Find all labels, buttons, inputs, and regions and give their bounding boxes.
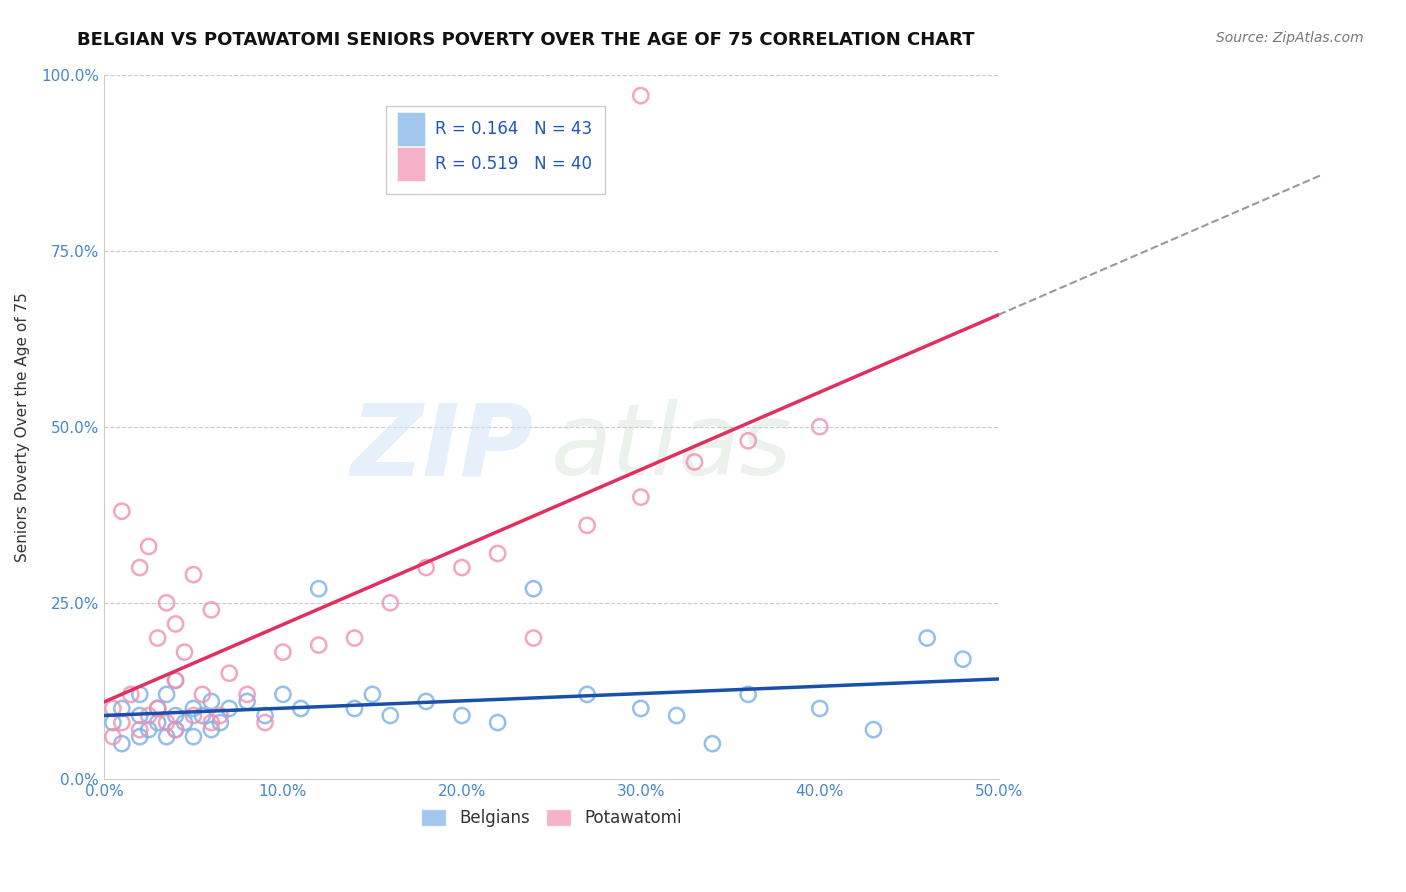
- Point: [271, 687, 294, 701]
- Point: [128, 708, 150, 723]
- Point: [808, 701, 831, 715]
- Text: R = 0.164   N = 43: R = 0.164 N = 43: [434, 120, 592, 137]
- Point: [271, 645, 294, 659]
- Point: [101, 730, 124, 744]
- Point: [155, 596, 177, 610]
- Point: [101, 701, 124, 715]
- Point: [191, 687, 214, 701]
- Point: [862, 723, 884, 737]
- Point: [165, 616, 187, 631]
- Bar: [396, 147, 425, 181]
- Point: [451, 708, 474, 723]
- Point: [236, 687, 259, 701]
- Point: [702, 737, 724, 751]
- Point: [380, 708, 402, 723]
- Point: [683, 455, 706, 469]
- Point: [576, 687, 599, 701]
- Point: [952, 652, 974, 666]
- Point: [236, 694, 259, 708]
- Point: [380, 596, 402, 610]
- Point: [630, 490, 652, 504]
- Point: [173, 715, 195, 730]
- Point: [665, 708, 688, 723]
- Point: [165, 708, 187, 723]
- Point: [808, 419, 831, 434]
- Point: [128, 687, 150, 701]
- Point: [415, 694, 437, 708]
- Text: atlas: atlas: [551, 400, 793, 496]
- Point: [111, 504, 134, 518]
- Point: [200, 715, 222, 730]
- Point: [183, 567, 205, 582]
- Point: [165, 673, 187, 688]
- Point: [200, 694, 222, 708]
- Point: [111, 737, 134, 751]
- Point: [111, 701, 134, 715]
- Point: [308, 638, 330, 652]
- Point: [183, 708, 205, 723]
- Point: [183, 701, 205, 715]
- Point: [415, 560, 437, 574]
- Point: [128, 723, 150, 737]
- Point: [146, 631, 169, 645]
- Point: [218, 701, 240, 715]
- Point: [486, 715, 509, 730]
- Point: [146, 715, 169, 730]
- Point: [120, 687, 142, 701]
- Point: [183, 730, 205, 744]
- Point: [522, 582, 544, 596]
- Point: [218, 666, 240, 681]
- Point: [522, 631, 544, 645]
- Point: [486, 547, 509, 561]
- Point: [128, 560, 150, 574]
- Point: [209, 715, 232, 730]
- Point: [173, 645, 195, 659]
- Text: R = 0.519   N = 40: R = 0.519 N = 40: [434, 155, 592, 173]
- Point: [915, 631, 938, 645]
- Point: [155, 715, 177, 730]
- Point: [146, 701, 169, 715]
- Point: [146, 701, 169, 715]
- FancyBboxPatch shape: [385, 106, 605, 194]
- Point: [165, 673, 187, 688]
- Text: ZIP: ZIP: [350, 400, 533, 496]
- Point: [253, 715, 276, 730]
- Point: [290, 701, 312, 715]
- Point: [138, 708, 160, 723]
- Point: [155, 730, 177, 744]
- Point: [155, 687, 177, 701]
- Text: Source: ZipAtlas.com: Source: ZipAtlas.com: [1216, 31, 1364, 45]
- Point: [209, 708, 232, 723]
- Point: [191, 708, 214, 723]
- Point: [111, 715, 134, 730]
- Y-axis label: Seniors Poverty Over the Age of 75: Seniors Poverty Over the Age of 75: [15, 292, 30, 562]
- Point: [737, 434, 759, 448]
- Point: [253, 708, 276, 723]
- Legend: Belgians, Potawatomi: Belgians, Potawatomi: [413, 803, 689, 834]
- Bar: [396, 112, 425, 145]
- Point: [200, 603, 222, 617]
- Point: [343, 631, 366, 645]
- Point: [343, 701, 366, 715]
- Point: [101, 715, 124, 730]
- Point: [165, 723, 187, 737]
- Point: [138, 540, 160, 554]
- Point: [361, 687, 384, 701]
- Point: [576, 518, 599, 533]
- Point: [630, 88, 652, 103]
- Text: BELGIAN VS POTAWATOMI SENIORS POVERTY OVER THE AGE OF 75 CORRELATION CHART: BELGIAN VS POTAWATOMI SENIORS POVERTY OV…: [77, 31, 974, 49]
- Point: [451, 560, 474, 574]
- Point: [138, 723, 160, 737]
- Point: [200, 723, 222, 737]
- Point: [630, 701, 652, 715]
- Point: [737, 687, 759, 701]
- Point: [308, 582, 330, 596]
- Point: [165, 723, 187, 737]
- Point: [128, 730, 150, 744]
